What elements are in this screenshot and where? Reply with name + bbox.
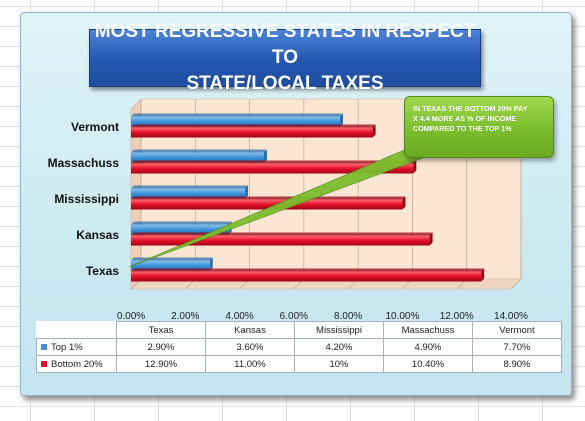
bar-bottom-endface <box>402 196 406 210</box>
table-cell: 10.40% <box>383 355 473 373</box>
chart-title-line-2: STATE/LOCAL TAXES <box>186 73 384 94</box>
bar-bottom-endface <box>413 160 417 174</box>
table-corner-cell <box>36 321 117 339</box>
chart-title: MOST REGRESSIVE STATES IN RESPECT TO STA… <box>89 21 481 94</box>
legend-label-bottom: Bottom 20% <box>51 358 103 370</box>
bar-bottom-endface <box>481 268 485 282</box>
bar-bottom-topface <box>131 160 417 164</box>
table-header-row: Texas Kansas Mississippi Massachuss Verm… <box>36 321 562 339</box>
callout-line-1: IN TEXAS THE BOTTOM 20% PAY <box>413 104 528 113</box>
legend-key-top <box>41 343 47 350</box>
chart-frame[interactable]: MOST REGRESSIVE STATES IN RESPECT TO STA… <box>20 12 572 396</box>
bar-top-mississippi <box>131 188 245 199</box>
table-cell: 2.90% <box>116 338 206 356</box>
legend-label-top: Top 1% <box>51 341 83 353</box>
bar-top-topface <box>131 149 267 153</box>
data-table: Texas Kansas Mississippi Massachuss Verm… <box>36 321 562 373</box>
callout-annotation: IN TEXAS THE BOTTOM 20% PAY X 4.4 MORE A… <box>404 96 554 158</box>
bar-bottom-topface <box>131 268 485 272</box>
bar-bottom-topface <box>131 196 406 200</box>
table-cell: 7.70% <box>472 338 562 356</box>
legend-key-bottom <box>41 360 47 367</box>
category-label: Mississippi <box>54 192 119 206</box>
category-label: Massachuss <box>48 156 120 170</box>
table-row: Top 1% 2.90% 3.60% 4.20% 4.90% 7.70% <box>36 338 562 356</box>
x-tick-label: 0.00% <box>117 311 145 322</box>
table-cell: 4.20% <box>294 338 384 356</box>
x-tick-label: 8.00% <box>334 311 362 322</box>
bar-top-endface <box>245 185 248 199</box>
table-cell: 10% <box>294 355 384 373</box>
bar-top-topface <box>131 221 232 225</box>
table-row-label: Top 1% <box>36 338 117 356</box>
bar-top-texas <box>131 260 210 271</box>
category-label: Vermont <box>71 120 119 134</box>
bar-bottom-mississippi <box>131 199 403 210</box>
callout-line-2: X 4.4 MORE AS % OF INCOME <box>413 114 517 123</box>
x-tick-label: 14.00% <box>494 311 528 322</box>
bar-bottom-topface <box>131 124 376 128</box>
x-tick-label: 12.00% <box>440 311 474 322</box>
category-label: Kansas <box>76 228 119 242</box>
bar-top-massachuss <box>131 152 264 163</box>
bar-bottom-massachuss <box>131 163 414 174</box>
table-cell: 4.90% <box>383 338 473 356</box>
bar-top-endface <box>264 149 267 163</box>
bar-bottom-vermont <box>131 127 373 138</box>
table-row: Bottom 20% 12.90% 11.00% 10% 10.40% 8.90… <box>36 355 562 373</box>
bar-top-topface <box>131 257 213 261</box>
bar-bottom-endface <box>372 124 376 138</box>
table-header-cell: Vermont <box>472 321 562 339</box>
callout-line-3: COMPARED TO THE TOP 1% <box>413 124 512 133</box>
bar-top-vermont <box>131 116 340 127</box>
bar-bottom-kansas <box>131 235 430 246</box>
bar-top-kansas <box>131 224 229 235</box>
bar-bottom-texas <box>131 271 482 282</box>
x-gridline-floor <box>510 278 522 290</box>
table-header-cell: Texas <box>116 321 206 339</box>
bar-top-endface <box>209 257 213 271</box>
bar-top-topface <box>131 113 343 117</box>
x-tick-label: 10.00% <box>385 311 419 322</box>
x-tick-label: 6.00% <box>280 311 308 322</box>
bar-bottom-topface <box>131 232 433 236</box>
table-cell: 8.90% <box>472 355 562 373</box>
chart-title-line-1: MOST REGRESSIVE STATES IN RESPECT TO <box>94 21 476 68</box>
table-cell: 11.00% <box>205 355 295 373</box>
table-cell: 12.90% <box>116 355 206 373</box>
table-header-cell: Mississippi <box>294 321 384 339</box>
table-header-cell: Kansas <box>205 321 295 339</box>
table-header-cell: Massachuss <box>383 321 473 339</box>
table-row-label: Bottom 20% <box>36 355 117 373</box>
table-cell: 3.60% <box>205 338 295 356</box>
bar-bottom-endface <box>429 232 433 246</box>
x-tick-label: 2.00% <box>171 311 199 322</box>
bar-top-endface <box>340 113 343 127</box>
category-label: Texas <box>86 264 119 278</box>
bar-top-topface <box>131 185 248 189</box>
x-tick-label: 4.00% <box>225 311 253 322</box>
